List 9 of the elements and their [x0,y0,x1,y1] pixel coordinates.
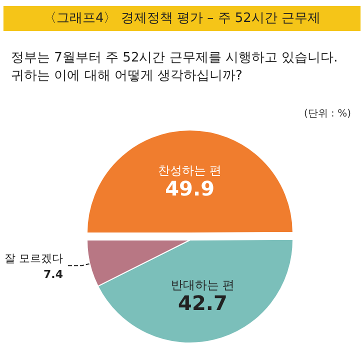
data-label: 49.9 [165,176,214,200]
slice-label: 찬성하는 편 [158,164,222,178]
slice-label: 잘 모르겠다 [4,252,63,266]
chart-subtitle: 정부는 7월부터 주 52시간 근무제를 시행하고 있습니다. 귀하는 이에 대해 어떻게 생각하십니까? [11,50,342,84]
data-label: 42.7 [178,290,228,315]
text: (단위 : %) [304,108,352,120]
data-label: 7.4 [43,268,64,282]
slice-label: 반대하는 편 [170,278,235,292]
chart-title: 〈그래프4〉 경제정책 평가 – 주 52시간 근무제 [43,11,321,26]
